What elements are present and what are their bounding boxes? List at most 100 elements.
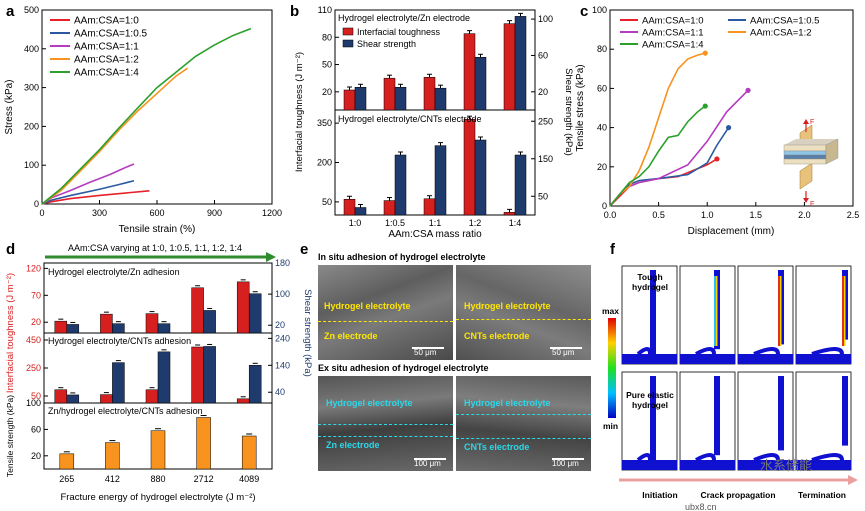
x-tick-label-b: 1:0 — [349, 218, 362, 228]
stress-band — [778, 276, 780, 346]
x-tick-label-b: 1:0.5 — [385, 218, 405, 228]
substrate — [680, 460, 735, 470]
bar-toughness-d — [100, 313, 113, 334]
x-tick-label-c: 2.5 — [847, 210, 860, 220]
legend-entry-c: AAm:CSA=1:4 — [642, 40, 704, 51]
bar-tensile-d — [105, 442, 120, 470]
peel-curve — [811, 347, 844, 356]
colorbar — [608, 318, 616, 418]
y-tick-label-d-bottom: 20 — [31, 451, 41, 461]
bar-toughness-d — [145, 389, 159, 404]
y-axis-label-b-left: Interfacial toughness (J m⁻²) — [294, 52, 305, 172]
x-tick-label-c: 1.0 — [701, 210, 714, 220]
sem-image-zn-ex-situ: Hydrogel electrolyte Zn electrode 100 μm — [318, 376, 453, 471]
bar-shear — [354, 87, 367, 111]
bar-toughness-d — [191, 346, 204, 404]
legend-entry-c: AAm:CSA=1:0 — [642, 16, 704, 27]
x-axis-label-a: Tensile strain (%) — [119, 224, 196, 235]
y-tick-label-d-left: 70 — [31, 290, 41, 300]
bar-shear-d — [157, 323, 171, 334]
plot-frame-c — [609, 9, 854, 207]
substrate — [796, 354, 851, 364]
legend-entry-c: AAm:CSA=1:1 — [642, 28, 704, 39]
stress-band — [842, 276, 844, 346]
x-tick-label-c: 1.5 — [750, 210, 763, 220]
y-tick-label-c: 60 — [597, 83, 607, 93]
bar-toughness — [343, 89, 356, 111]
label-pure-elastic-hydrogel: Pure elastic hydrogel — [626, 390, 674, 410]
legend-entry-c: AAm:CSA=1:0.5 — [750, 16, 819, 27]
bar-shear-d — [66, 394, 80, 404]
y-tick-label-b-left: 200 — [317, 158, 332, 168]
x-tick-label-d: 265 — [59, 474, 74, 484]
bar-shear — [354, 207, 367, 216]
y-tick-label-b-right: 250 — [538, 116, 553, 126]
y-tick-label-b-right: 150 — [538, 154, 553, 164]
bar-toughness — [423, 198, 436, 216]
series-line-c — [609, 105, 706, 207]
sem-label: Zn electrode — [324, 331, 378, 341]
series-endpoint-c — [702, 50, 708, 56]
y-tick-label-b-left: 110 — [318, 5, 332, 15]
y-tick-label-d-bottom: 60 — [31, 424, 41, 434]
panel-label-f: f — [610, 241, 616, 258]
y-tick-label-d-bottom: 100 — [26, 398, 41, 408]
stress-band — [844, 276, 846, 346]
substrate — [680, 354, 735, 364]
bar-shear-d — [66, 324, 80, 334]
y-tick-label-c: 40 — [597, 123, 607, 133]
sem-label: Hydrogel electrolyte — [464, 398, 551, 408]
legend-entry-a: AAm:CSA=1:0 — [74, 16, 139, 27]
bar-toughness-d — [54, 320, 68, 334]
series-endpoint-c — [714, 156, 720, 162]
bar-shear — [514, 154, 527, 216]
peel-curve — [753, 453, 780, 462]
scale-bar — [550, 347, 582, 349]
panel-label-a: a — [6, 3, 15, 20]
series-line-c — [609, 52, 706, 207]
y-axis-label-d-bottom: Tensile strength (kPa) — [5, 395, 15, 477]
x-tick-label-c: 2.0 — [798, 210, 811, 220]
bar-shear — [394, 154, 407, 216]
y-tick-label-b-left: 80 — [322, 32, 332, 42]
panel-label-c: c — [580, 3, 588, 20]
y-tick-label-c: 0 — [602, 201, 607, 211]
panel-label-d: d — [6, 241, 15, 258]
e-title-bottom: Ex situ adhesion of hydrogel electrolyte — [318, 363, 489, 373]
bar-tensile-d — [241, 435, 257, 470]
bar-toughness — [383, 77, 396, 111]
sem-image-cnts-in-situ: Hydrogel electrolyte CNTs electrode 50 μ… — [456, 265, 591, 360]
bar-toughness-d — [191, 287, 204, 334]
panel-f-simulation: max min Tough hydrogel Pure elastic hydrog… — [602, 265, 858, 511]
peel-curve — [636, 453, 652, 462]
bar-toughness-d — [236, 281, 250, 334]
panel-c-chart: 0.0 0.5 1.0 1.5 2.0 2.5 0 20 40 60 80 100 AAm:CSA=1… — [575, 5, 859, 237]
bar-toughness — [503, 212, 516, 216]
y-tick-label-d-right: 100 — [275, 289, 290, 299]
legend-entry-a: AAm:CSA=1:4 — [74, 68, 139, 79]
series-line-a — [41, 190, 150, 205]
colorbar-min: min — [603, 421, 618, 431]
colorbar-max: max — [602, 306, 619, 316]
y-tick-label-c: 20 — [597, 162, 607, 172]
hydrogel-strip — [778, 376, 784, 451]
sem-label: Hydrogel electrolyte — [326, 398, 413, 408]
y-tick-label-b-left: 50 — [322, 197, 332, 207]
bar-shear — [434, 145, 447, 216]
x-axis-label-c: Displacement (mm) — [688, 226, 775, 237]
y-axis-label-d-right: Shear strength (kPa) — [302, 289, 313, 377]
substrate — [738, 460, 793, 470]
bar-tensile-d — [150, 430, 166, 470]
y-tick-label-d-left: 20 — [31, 317, 41, 327]
y-axis-label-d-left: Interfacial toughness (J m⁻²) — [5, 273, 16, 393]
hydrogel-strip — [650, 376, 656, 460]
series-endpoint-c — [702, 103, 708, 109]
x-tick-label-d: 2712 — [194, 474, 214, 484]
panel-a-chart: 0 300 600 900 1200 0 100 200 300 400 500 AAm:CSA=1… — [4, 5, 282, 235]
b-top-title: Hydrogel electrolyte/Zn electrode — [338, 13, 470, 23]
force-label-bottom: F — [810, 201, 814, 208]
bar-toughness-d — [145, 313, 159, 334]
y-tick-label-d-left: 120 — [26, 263, 41, 273]
series-endpoint-c — [725, 125, 732, 131]
